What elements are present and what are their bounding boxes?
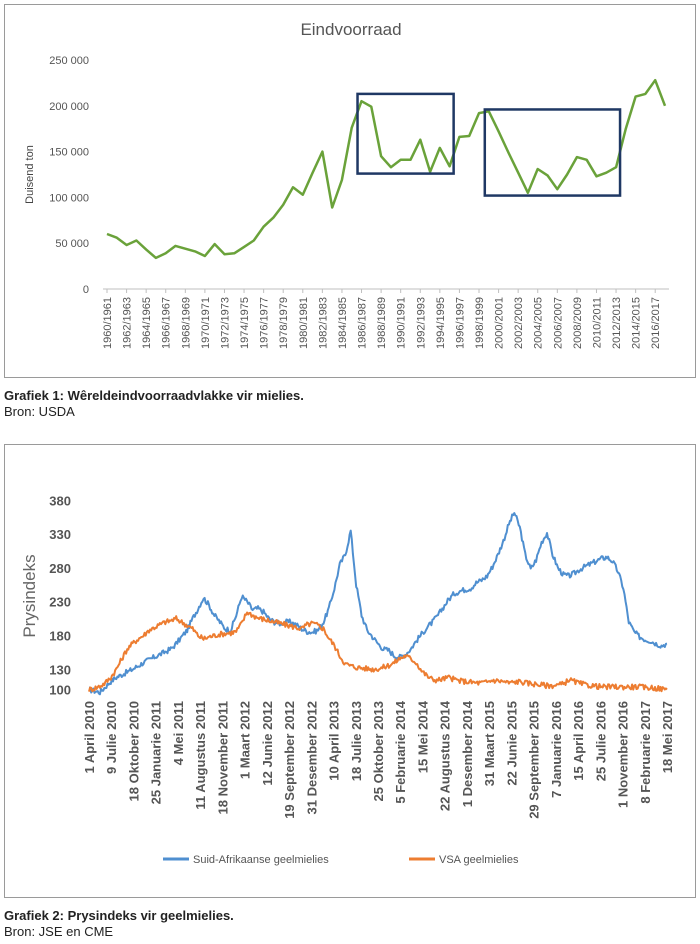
chart2-x-tick-label: 11 Augustus 2011 [193,701,208,810]
chart2-x-tick-label: 15 Mei 2014 [415,700,430,773]
chart1-x-tick-label: 1960/1961 [102,297,114,349]
chart1-x-tick-label: 1980/1981 [298,297,310,349]
chart2-x-tick-label: 25 Julie 2016 [593,701,608,781]
chart1-x-tick-label: 1982/1983 [317,297,329,349]
chart2-y-tick-label: 230 [49,595,71,610]
chart1-x-tick-label: 1998/1999 [474,297,486,349]
chart1-y-tick-label: 150 000 [49,147,89,159]
chart2-x-tick-label: 25 Oktober 2013 [371,701,386,801]
chart2-x-tick-label: 18 Julie 2013 [349,701,364,781]
chart1-x-tick-label: 1976/1977 [259,297,271,349]
chart2-x-tick-label: 1 November 2016 [616,701,631,808]
chart2-x-tick-label: 15 April 2016 [571,701,586,781]
chart2-series-line-sa [88,512,668,696]
chart2-x-tick-label: 10 April 2013 [327,701,342,781]
chart2-series-line-vsa [88,611,668,693]
chart1-highlight-box [483,108,622,197]
chart2-x-tick-label: 5 Februarie 2014 [393,700,408,803]
chart2-x-tick-label: 22 Augustus 2014 [438,700,453,811]
chart1-highlight-box [356,92,455,175]
chart2-x-tick-label: 31 Desember 2012 [304,701,319,814]
chart1-x-tick-label: 1974/1975 [239,297,251,349]
chart2-x-tick-label: 25 Januarie 2011 [149,701,164,804]
chart1-y-tick-label: 0 [83,284,89,296]
chart1-caption-title: Grafiek 1: Wêreldeindvoorraadvlakke vir … [4,388,304,403]
chart1-x-tick-label: 1966/1967 [161,297,173,349]
chart2-y-tick-label: 180 [49,629,71,644]
chart2-y-tick-label: 380 [49,493,71,508]
chart1-x-tick-label: 1972/1973 [219,297,231,349]
chart1-x-tick-label: 1994/1995 [435,297,447,349]
chart1-y-axis-label: Duisend ton [24,145,36,204]
chart1-x-tick-label: 2014/2015 [631,297,643,349]
chart1-series-line [106,78,667,260]
chart2-x-tick-label: 18 Oktober 2010 [126,701,141,801]
chart1-x-tick-label: 1986/1987 [357,297,369,349]
chart2-x-tick-label: 22 Junie 2015 [504,701,519,786]
chart1-x-tick-label: 2012/2013 [611,297,623,349]
chart2-y-axis-label: Prysindeks [20,554,39,637]
chart2-x-tick-label: 1 Maart 2012 [238,701,253,779]
chart1-x-tick-label: 1962/1963 [122,297,134,349]
chart2-caption-title: Grafiek 2: Prysindeks vir geelmielies. [4,908,234,923]
chart1-x-tick-label: 2000/2001 [494,297,506,349]
chart1-title: Eindvoorraad [300,20,401,39]
chart1-x-tick-label: 1970/1971 [200,297,212,349]
chart1-x-tick-label: 2016/2017 [650,297,662,349]
chart1-x-tick-label: 2008/2009 [572,297,584,349]
chart2-caption-source: Bron: JSE en CME [4,924,114,939]
chart2-svg: Prysindeks 100 130 180 230 280 330 380 1 April 2… [20,493,675,866]
chart2-legend-label: Suid-Afrikaanse geelmielies [193,854,329,866]
chart2-x-tick-label: 19 September 2012 [282,701,297,819]
chart1-x-tick-label: 2002/2003 [513,297,525,349]
chart2-y-tick-label: 130 [49,662,71,677]
chart1-y-tick-label: 50 000 [55,238,89,250]
chart2-x-tick-label: 29 September 2015 [527,701,542,819]
chart2-x-tick-label: 9 Julie 2010 [104,701,119,774]
chart1-y-tick-label: 250 000 [49,55,89,67]
chart2-caption: Grafiek 2: Prysindeks vir geelmielies. B… [4,908,234,940]
chart1-x-tick-label: 1978/1979 [278,297,290,349]
chart2-x-tick-label: 1 April 2010 [82,701,97,774]
chart1-caption-source: Bron: USDA [4,404,75,419]
chart1-y-tick-label: 100 000 [49,192,89,204]
chart1-x-tick-label: 1968/1969 [180,297,192,349]
chart2-legend-label: VSA geelmielies [439,854,519,866]
chart2-x-tick-label: 18 November 2011 [215,701,230,814]
chart1-x-tick-label: 1988/1989 [376,297,388,349]
chart1-x-tick-label: 1964/1965 [141,297,153,349]
chart2-x-tick-label: 12 Junie 2012 [260,701,275,786]
chart1-svg: Eindvoorraad Duisend ton 0 50 000 100 000 150… [24,20,669,349]
chart1-x-tick-label: 2006/2007 [552,297,564,349]
chart1-x-tick-label: 1990/1991 [396,297,408,349]
chart1-x-tick-label: 1992/1993 [415,297,427,349]
chart1-x-tick-label: 2010/2011 [591,297,603,348]
chart2-y-tick-label: 100 [49,683,71,698]
chart2-panel: Prysindeks 100 130 180 230 280 330 380 1 April 2… [4,444,696,898]
chart2-x-tick-label: 31 Maart 2015 [482,701,497,786]
chart2-x-tick-label: 4 Mei 2011 [171,701,186,765]
chart2-y-tick-label: 330 [49,527,71,542]
chart1-x-tick-label: 1984/1985 [337,297,349,349]
chart2-x-tick-label: 1 Desember 2014 [460,700,475,807]
chart2-x-tick-label: 8 Februarie 2017 [638,701,653,804]
chart1-panel: Eindvoorraad Duisend ton 0 50 000 100 000 150… [4,4,696,378]
chart1-x-tick-label: 2004/2005 [533,297,545,349]
chart2-y-tick-label: 280 [49,561,71,576]
chart2-x-tick-label: 7 Januarie 2016 [549,701,564,798]
chart1-y-tick-label: 200 000 [49,101,89,113]
chart2-x-tick-label: 18 Mei 2017 [660,701,675,773]
chart1-x-tick-label: 1996/1997 [454,297,466,349]
chart1-caption: Grafiek 1: Wêreldeindvoorraadvlakke vir … [4,388,304,420]
